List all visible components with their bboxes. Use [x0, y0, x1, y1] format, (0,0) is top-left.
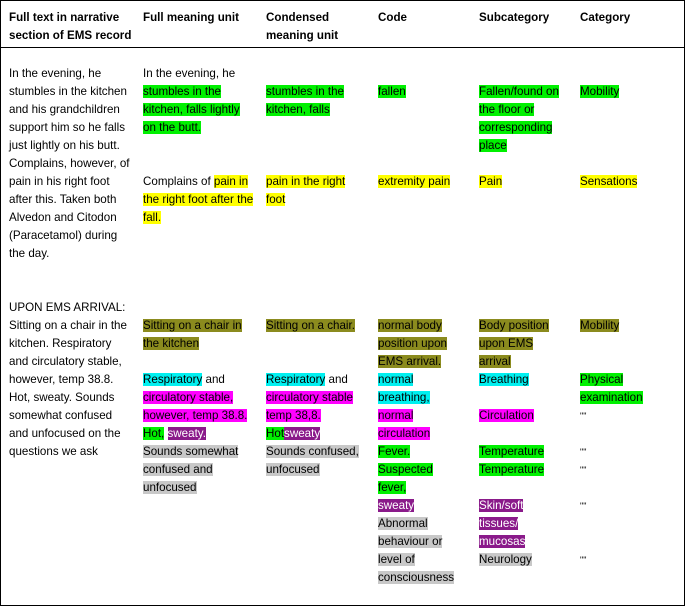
header-category: Category [580, 11, 631, 24]
category-mobility-1-text: Mobility [580, 85, 620, 98]
subcategory-neurology-text: Neurology [479, 553, 532, 566]
full-meaning-sweaty: sweaty. [167, 427, 206, 440]
category-physical-examination-text: Physical examination [580, 373, 643, 404]
header-divider [0, 47, 685, 48]
full-meaning-sitting: Sitting on a chair in the kitchen [143, 317, 248, 353]
code-normal-circulation: normal circulation [378, 407, 450, 443]
category-mobility-2-text: Mobility [580, 319, 620, 332]
category-mobility-1: Mobility [580, 83, 670, 101]
code-fallen: fallen [378, 83, 468, 101]
code-fallen-text: fallen [378, 85, 406, 98]
subcategory-pain-text: Pain [479, 175, 503, 188]
code-pain-text: extremity pain [378, 175, 451, 188]
subcategory-skin-text: Skin/soft tissues/ mucosas [479, 499, 526, 548]
full-meaning-vitals: Respiratory and circulatory stable, howe… [143, 371, 253, 443]
subcategory-temperature-1-text: Temperature [479, 445, 545, 458]
condensed-and: and [328, 373, 348, 386]
code-suspected-fever: Suspected fever, [378, 461, 444, 497]
code-sweaty-text: sweaty [378, 499, 415, 512]
subcategory-temperature-1: Temperature [479, 443, 567, 461]
full-meaning-pain: Complains of pain in the right foot afte… [143, 173, 255, 227]
code-normal-breathing-text: normal breathing, [378, 373, 430, 404]
full-meaning-sounds-highlight: Sounds somewhat confused and unfocused [143, 445, 239, 494]
subcategory-pain: Pain [479, 173, 567, 191]
condensed-sweaty: sweaty [284, 427, 321, 440]
condensed-vitals: Respiratory and circulatory stable temp … [266, 371, 372, 443]
full-meaning-hot: Hot, [143, 427, 165, 440]
header-condensed: Condensed meaning unit [266, 11, 339, 42]
condensed-sitting-highlight: Sitting on a chair. [266, 319, 355, 332]
subcategory-body-position: Body position upon EMS arrival [479, 317, 557, 371]
header-full-meaning: Full meaning unit [143, 11, 239, 24]
code-normal-body-text: normal body position upon EMS arrival. [378, 319, 447, 368]
code-abnormal-text: Abnormal behaviour or level of conscious… [378, 517, 455, 584]
subcategory-body-position-text: Body position upon EMS arrival [479, 319, 549, 368]
code-fever: Fever. [378, 443, 468, 461]
condensed-sounds: Sounds confused, unfocused [266, 443, 366, 479]
narrative-part2: UPON EMS ARRIVAL: Sitting on a chair in … [9, 301, 127, 458]
code-fever-text: Fever. [378, 445, 411, 458]
full-meaning-fall-highlight: stumbles in the kitchen, falls lightly o… [143, 85, 240, 134]
full-meaning-pain-plain: Complains of [143, 175, 211, 188]
code-sweaty: sweaty [378, 497, 468, 515]
code-suspected-fever-text: Suspected fever, [378, 463, 433, 494]
subcategory-fallen-text: Fallen/found on the floor or correspondi… [479, 85, 559, 152]
full-meaning-circulatory: circulatory stable, however, temp 38.8. [143, 391, 248, 422]
header-full-text: Full text in narrative section of EMS re… [9, 11, 132, 42]
header-code: Code [378, 11, 407, 24]
subcategory-circulation-text: Circulation [479, 409, 534, 422]
subcategory-neurology: Neurology [479, 551, 567, 569]
full-meaning-fall-plain: In the evening, he [143, 67, 236, 80]
condensed-hot: Hot [266, 427, 285, 440]
category-mobility-2: Mobility [580, 317, 670, 335]
condensed-fall-highlight: stumbles in the kitchen, falls [266, 85, 344, 116]
category-ditto-3: "" [580, 465, 587, 475]
condensed-sitting: Sitting on a chair. [266, 317, 372, 335]
subcategory-breathing-text: Breathing [479, 373, 529, 386]
header-subcategory: Subcategory [479, 11, 550, 24]
condensed-pain-highlight: pain in the right foot [266, 175, 346, 206]
full-meaning-sounds: Sounds somewhat confused and unfocused [143, 443, 248, 497]
category-ditto-5: "" [580, 555, 587, 565]
code-abnormal: Abnormal behaviour or level of conscious… [378, 515, 456, 587]
subcategory-circulation: Circulation [479, 407, 567, 425]
code-normal-body: normal body position upon EMS arrival. [378, 317, 456, 371]
subcategory-temperature-2: Temperature [479, 461, 567, 479]
category-physical-examination: Physical examination [580, 371, 652, 407]
condensed-circulatory: circulatory stable temp 38,8. [266, 391, 353, 422]
full-meaning-respiratory: Respiratory [143, 373, 203, 386]
category-ditto-2: "" [580, 447, 587, 457]
code-pain: extremity pain [378, 173, 468, 191]
category-sensations: Sensations [580, 173, 670, 191]
condensed-fall: stumbles in the kitchen, falls [266, 83, 366, 119]
condensed-sounds-highlight: Sounds confused, unfocused [266, 445, 359, 476]
subcategory-fallen: Fallen/found on the floor or correspondi… [479, 83, 567, 155]
narrative-part1: In the evening, he stumbles in the kitch… [9, 67, 130, 260]
category-ditto-4: "" [580, 501, 587, 511]
condensed-respiratory: Respiratory [266, 373, 326, 386]
category-ditto-1: "" [580, 411, 587, 421]
category-sensations-text: Sensations [580, 175, 638, 188]
code-normal-breathing: normal breathing, [378, 371, 450, 407]
subcategory-skin: Skin/soft tissues/ mucosas [479, 497, 549, 551]
subcategory-breathing: Breathing [479, 371, 567, 389]
full-meaning-sitting-highlight: Sitting on a chair in the kitchen [143, 319, 242, 350]
full-meaning-and: and [205, 373, 225, 386]
condensed-pain: pain in the right foot [266, 173, 366, 209]
code-normal-circulation-text: normal circulation [378, 409, 431, 440]
subcategory-temperature-2-text: Temperature [479, 463, 545, 476]
full-meaning-fall: In the evening, he stumbles in the kitch… [143, 65, 255, 137]
